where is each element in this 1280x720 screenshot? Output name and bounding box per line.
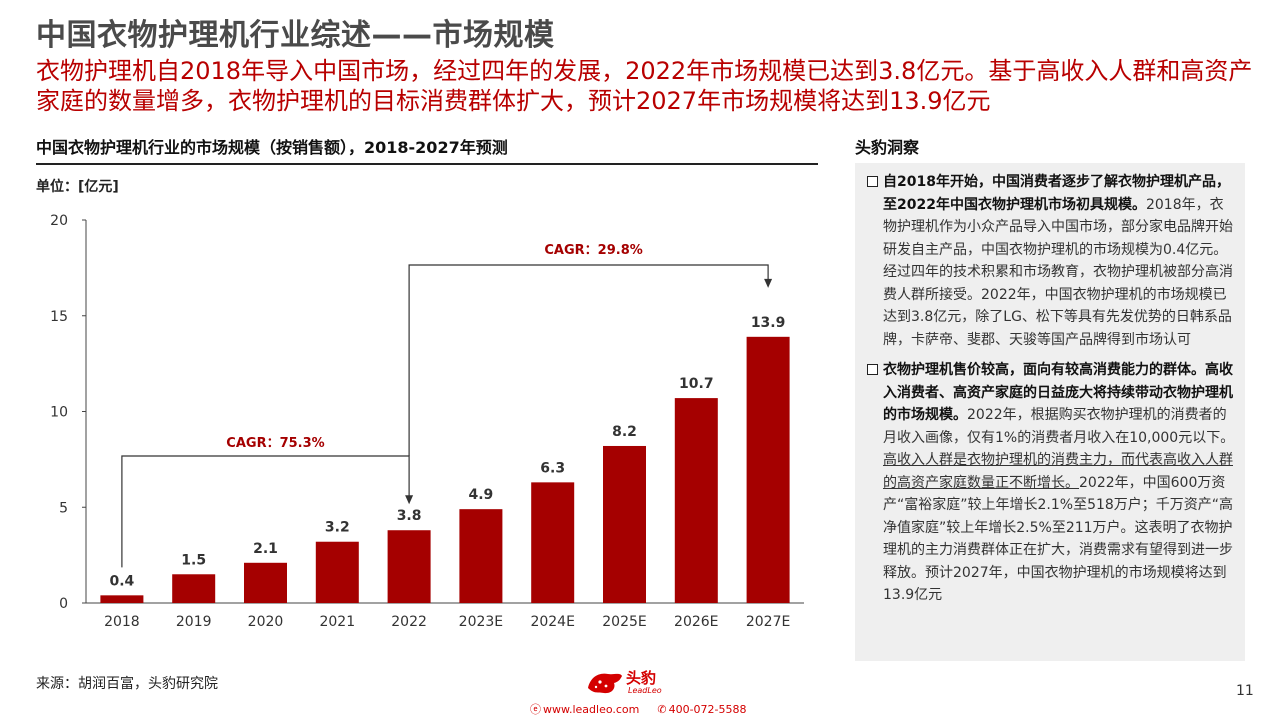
bar-value-label: 10.7 [679,376,714,392]
bar-value-label: 4.9 [468,487,493,503]
bar [244,562,287,603]
logo-text: 头豹 [626,669,657,687]
contact-info: ⓔ www.leadleo.com ✆ 400-072-5588 [530,701,747,717]
x-tick-label: 2025E [602,614,646,630]
bar [315,541,359,603]
bar-value-label: 3.2 [325,520,350,536]
bar-value-label: 3.8 [397,508,422,524]
bar-value-label: 13.9 [751,315,786,331]
insight-2-underlined: 高收入人群是衣物护理机的消费主力，而代表高收入人群的高资产家庭数量正不断增长。 [883,452,1233,491]
bar [603,445,646,603]
cagr-label: CAGR：75.3% [226,436,324,451]
bar-value-label: 2.1 [253,541,278,557]
insights-panel: 自2018年开始，中国消费者逐步了解衣物护理机产品，至2022年中国衣物护理机市… [855,163,1245,661]
x-tick-label: 2027E [746,614,790,630]
x-tick-label: 2026E [674,614,718,630]
bar-value-label: 0.4 [109,573,134,589]
bar-value-label: 8.2 [612,424,637,440]
chart-title: 中国衣物护理机行业的市场规模（按销售额），2018-2027年预测 [36,134,818,165]
x-tick-label: 2023E [459,614,503,630]
website-text: www.leadleo.com [543,702,640,716]
phone-icon: ✆ [657,702,667,716]
arrow-head-icon [405,495,414,505]
bar [172,574,216,603]
bar [387,530,431,603]
x-tick-label: 2024E [530,614,574,630]
y-tick-label: 10 [50,405,68,421]
x-tick-label: 2018 [104,614,140,630]
insight-2-body-2: 2022年，中国600万资产“富裕家庭”较上年增长2.1%至518万户；千万资产… [883,474,1234,604]
bar [674,398,718,603]
bar [100,595,144,603]
x-tick-label: 2019 [176,614,212,630]
y-tick-label: 15 [50,309,68,325]
page-subtitle: 衣物护理机自2018年导入中国市场，经过四年的发展，2022年市场规模已达到3.… [36,57,1253,115]
chart-unit-label: 单位：[亿元] [36,179,119,195]
insight-2-headline: 衣物护理机售价较高，面向有较高消费能力的群体。高收入消费者、高资产家庭的日益庞大… [883,362,1233,423]
insights-header: 头豹洞察 [855,134,1245,165]
checkbox-bullet-icon [867,176,878,187]
x-tick-label: 2022 [391,614,427,630]
checkbox-bullet-icon [867,364,878,375]
cagr-bracket-line [408,264,769,456]
cagr-label: CAGR：29.8% [544,243,642,258]
bar [746,336,790,603]
page-number: 11 [1236,683,1254,699]
cagr-bracket-line [121,455,410,568]
source-note: 来源：胡润百富，头豹研究院 [36,676,218,692]
insight-1-body: 2018年，衣物护理机作为小众产品导入中国市场，部分家电品牌开始研发自主产品，中… [883,196,1233,348]
bar-chart: 0 5 10 15 20 0.4 2018 1.5 2019 2.1 2020 3.2 2021 3.8 2… [50,213,804,630]
y-tick-label: 0 [59,596,68,612]
phone-info: ✆ 400-072-5588 [657,703,746,716]
bar-value-label: 6.3 [540,460,565,476]
phone-text: 400-072-5588 [668,702,747,716]
logo-subtext: LeadLeo [628,686,662,695]
insight-2-body-1: 2022年，根据购买衣物护理机的消费者的月收入画像，仅有1%的消费者月收入在10… [883,407,1235,446]
arrow-head-icon [764,278,773,288]
bar [459,509,503,603]
page-title: 中国衣物护理机行业综述——市场规模 [36,18,555,53]
y-tick-label: 20 [50,213,68,229]
insight-item-2: 衣物护理机售价较高，面向有较高消费能力的群体。高收入消费者、高资产家庭的日益庞大… [865,359,1235,607]
insight-item-1: 自2018年开始，中国消费者逐步了解衣物护理机产品，至2022年中国衣物护理机市… [865,171,1235,351]
bar-value-label: 1.5 [181,552,206,568]
web-icon: ⓔ [530,703,541,716]
website-link[interactable]: ⓔ www.leadleo.com [530,701,639,717]
y-tick-label: 5 [59,500,68,516]
bar [531,482,575,603]
x-tick-label: 2021 [319,614,355,630]
x-tick-label: 2020 [248,614,284,630]
leopard-logo-icon [588,673,622,694]
insight-1-headline: 自2018年开始，中国消费者逐步了解衣物护理机产品，至2022年中国衣物护理机市… [883,174,1230,213]
